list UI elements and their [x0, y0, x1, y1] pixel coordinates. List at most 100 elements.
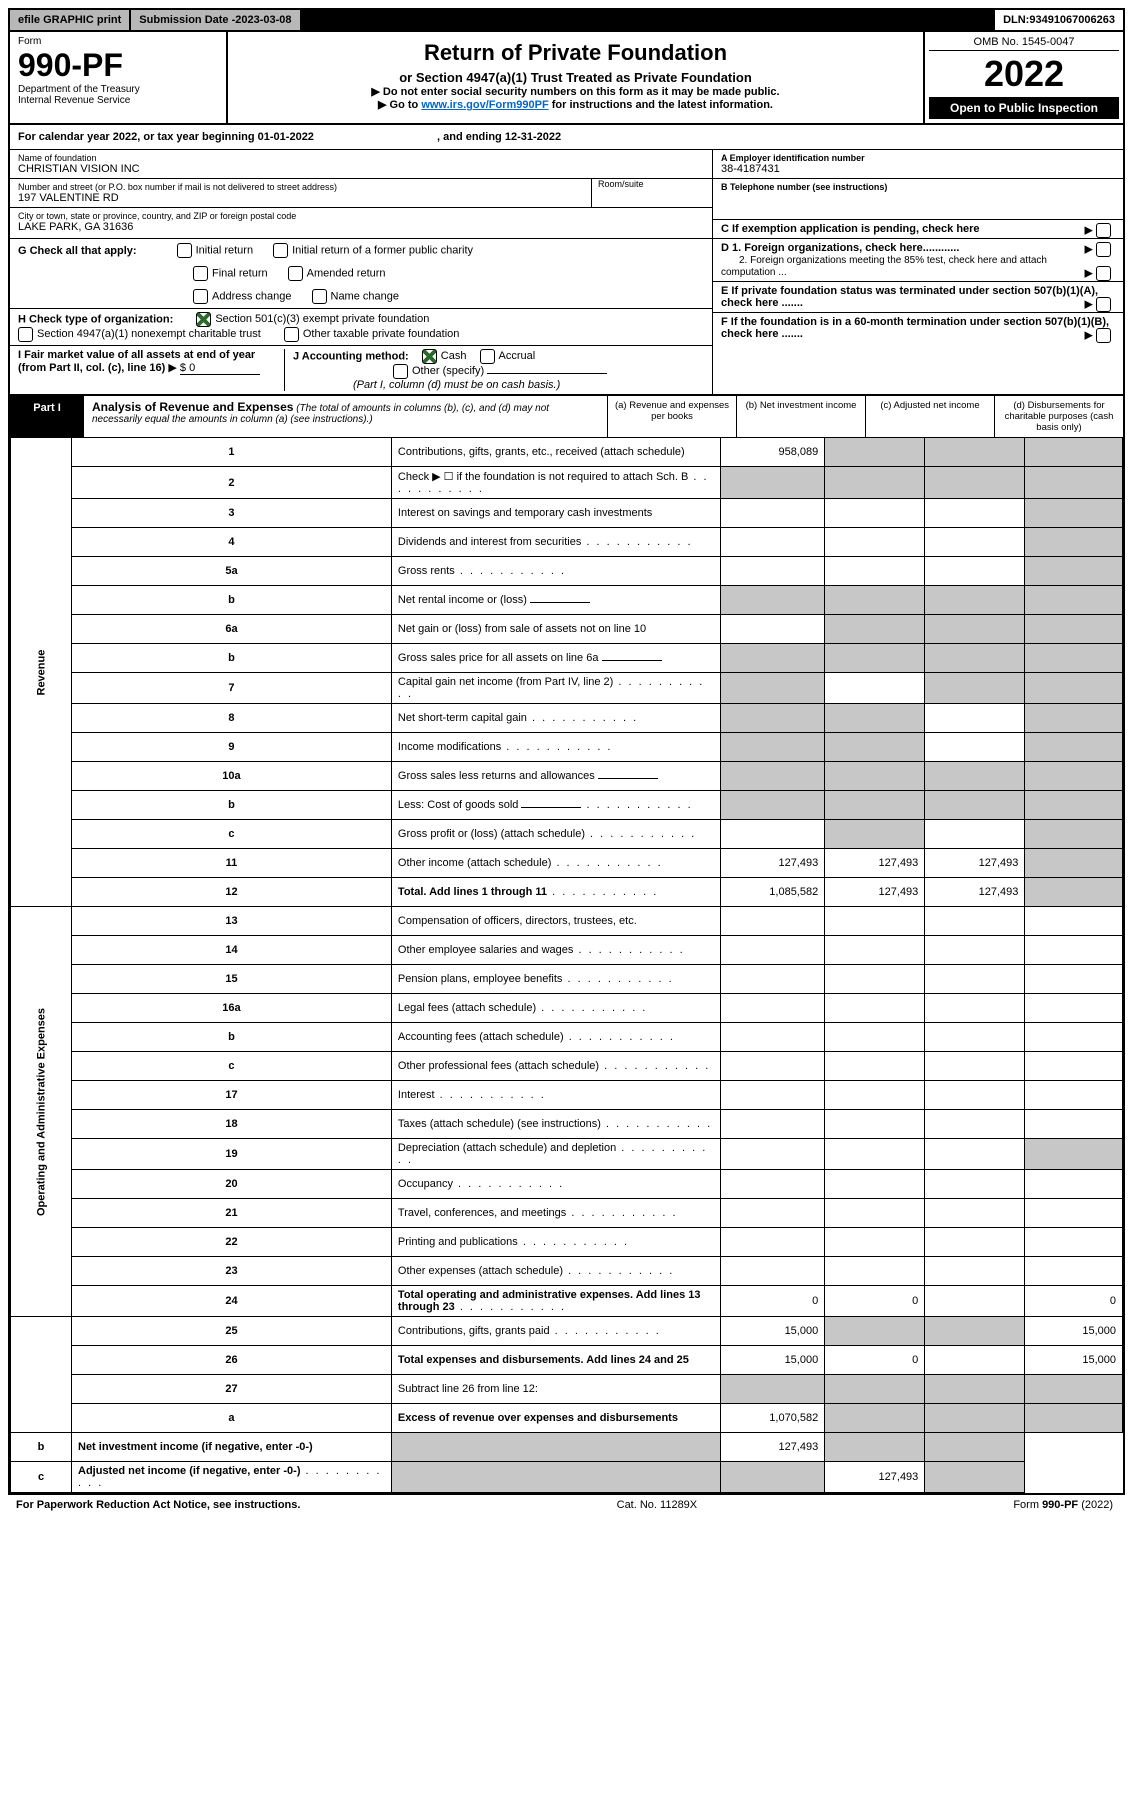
amount-cell [825, 1139, 925, 1170]
amount-cell [925, 586, 1025, 615]
table-row: 4Dividends and interest from securities [11, 528, 1123, 557]
amount-cell [721, 1081, 825, 1110]
amount-cell [721, 936, 825, 965]
amount-cell: 127,493 [825, 878, 925, 907]
amount-cell [825, 820, 925, 849]
submission-date: Submission Date - 2023-03-08 [131, 10, 301, 30]
table-row: cGross profit or (loss) (attach schedule… [11, 820, 1123, 849]
g-initial-checkbox[interactable] [177, 243, 192, 258]
line-description: Compensation of officers, directors, tru… [391, 907, 720, 936]
j-other-checkbox[interactable] [393, 364, 408, 379]
line-description: Total expenses and disbursements. Add li… [391, 1346, 720, 1375]
amount-cell: 15,000 [1025, 1317, 1123, 1346]
amount-cell: 127,493 [925, 849, 1025, 878]
d2-checkbox[interactable] [1096, 266, 1111, 281]
amount-cell [825, 644, 925, 673]
amount-cell [925, 1170, 1025, 1199]
amount-cell [925, 994, 1025, 1023]
line-description: Total. Add lines 1 through 11 [391, 878, 720, 907]
f-checkbox[interactable] [1096, 328, 1111, 343]
table-row: bLess: Cost of goods sold [11, 791, 1123, 820]
h-4947-checkbox[interactable] [18, 327, 33, 342]
amount-cell [825, 965, 925, 994]
amount-cell [1025, 1081, 1123, 1110]
g-address-checkbox[interactable] [193, 289, 208, 304]
amount-cell [825, 1023, 925, 1052]
table-row: 2Check ▶ ☐ if the foundation is not requ… [11, 467, 1123, 499]
line-number: 4 [72, 528, 392, 557]
g-name-checkbox[interactable] [312, 289, 327, 304]
line-number: 9 [72, 733, 392, 762]
line-description: Interest [391, 1081, 720, 1110]
amount-cell [721, 704, 825, 733]
table-row: 10aGross sales less returns and allowanc… [11, 762, 1123, 791]
amount-cell: 15,000 [1025, 1346, 1123, 1375]
amount-cell [1025, 704, 1123, 733]
col-b-header: (b) Net investment income [736, 396, 865, 437]
g-amended-checkbox[interactable] [288, 266, 303, 281]
amount-cell [721, 791, 825, 820]
amount-cell [721, 586, 825, 615]
amount-cell [925, 704, 1025, 733]
page-footer: For Paperwork Reduction Act Notice, see … [8, 1495, 1121, 1515]
amount-cell [721, 1257, 825, 1286]
amount-cell [721, 499, 825, 528]
amount-cell: 958,089 [721, 438, 825, 467]
amount-cell [721, 1199, 825, 1228]
table-row: 24Total operating and administrative exp… [11, 1286, 1123, 1317]
amount-cell [825, 907, 925, 936]
amount-cell [825, 1052, 925, 1081]
amount-cell [721, 1023, 825, 1052]
amount-cell [721, 615, 825, 644]
h-501c3-checkbox[interactable] [196, 312, 211, 327]
line-number: b [72, 1023, 392, 1052]
line-description: Printing and publications [391, 1228, 720, 1257]
amount-cell [391, 1433, 720, 1462]
amount-cell [1025, 1228, 1123, 1257]
amount-cell [1025, 878, 1123, 907]
j-cash-checkbox[interactable] [422, 349, 437, 364]
line-number: 19 [72, 1139, 392, 1170]
line-number: 8 [72, 704, 392, 733]
instructions-link[interactable]: www.irs.gov/Form990PF [421, 99, 548, 111]
entity-block: Name of foundation CHRISTIAN VISION INC … [10, 150, 1123, 239]
c-checkbox[interactable] [1096, 223, 1111, 238]
address-cell: Number and street (or P.O. box number if… [10, 179, 712, 208]
amount-cell [925, 1346, 1025, 1375]
h-other-checkbox[interactable] [284, 327, 299, 342]
amount-cell [825, 1317, 925, 1346]
amount-cell: 127,493 [721, 1433, 825, 1462]
line-number: 15 [72, 965, 392, 994]
g-final-checkbox[interactable] [193, 266, 208, 281]
line-description: Other income (attach schedule) [391, 849, 720, 878]
form-header: Form 990-PF Department of the Treasury I… [10, 32, 1123, 125]
amount-cell [721, 820, 825, 849]
amount-cell [1025, 1139, 1123, 1170]
amount-cell [721, 1170, 825, 1199]
col-d-header: (d) Disbursements for charitable purpose… [994, 396, 1123, 437]
amount-cell [721, 1462, 825, 1493]
amount-cell [1025, 1199, 1123, 1228]
amount-cell [925, 733, 1025, 762]
table-row: 26Total expenses and disbursements. Add … [11, 1346, 1123, 1375]
e-checkbox[interactable] [1096, 297, 1111, 312]
line-description: Gross profit or (loss) (attach schedule) [391, 820, 720, 849]
amount-cell: 1,085,582 [721, 878, 825, 907]
g-h-i-j-block: G Check all that apply: Initial return I… [10, 239, 1123, 396]
line-description: Income modifications [391, 733, 720, 762]
table-row: 7Capital gain net income (from Part IV, … [11, 673, 1123, 704]
j-accrual-checkbox[interactable] [480, 349, 495, 364]
table-row: 18Taxes (attach schedule) (see instructi… [11, 1110, 1123, 1139]
opex-side-label: Operating and Administrative Expenses [11, 907, 72, 1317]
f-row: F If the foundation is in a 60-month ter… [713, 313, 1123, 343]
part-i-header: Part I Analysis of Revenue and Expenses … [10, 396, 1123, 438]
g-initial-former-checkbox[interactable] [273, 243, 288, 258]
amount-cell [825, 936, 925, 965]
city-cell: City or town, state or province, country… [10, 208, 712, 236]
amount-cell [925, 1023, 1025, 1052]
d1-checkbox[interactable] [1096, 242, 1111, 257]
amount-cell [825, 1433, 925, 1462]
line-number: 27 [72, 1375, 392, 1404]
amount-cell [1025, 965, 1123, 994]
line-number: 16a [72, 994, 392, 1023]
